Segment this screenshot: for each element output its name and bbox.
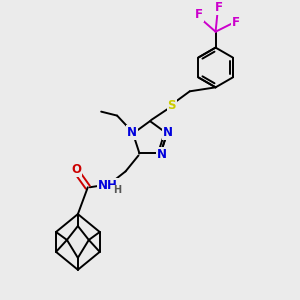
Text: N: N (127, 126, 137, 139)
Text: F: F (232, 16, 239, 29)
Text: H: H (114, 185, 122, 195)
Text: N: N (163, 126, 173, 139)
Text: O: O (71, 163, 81, 176)
Text: F: F (195, 8, 203, 21)
Text: NH: NH (98, 179, 118, 192)
Text: S: S (168, 99, 176, 112)
Text: F: F (214, 1, 223, 14)
Text: N: N (157, 148, 166, 161)
